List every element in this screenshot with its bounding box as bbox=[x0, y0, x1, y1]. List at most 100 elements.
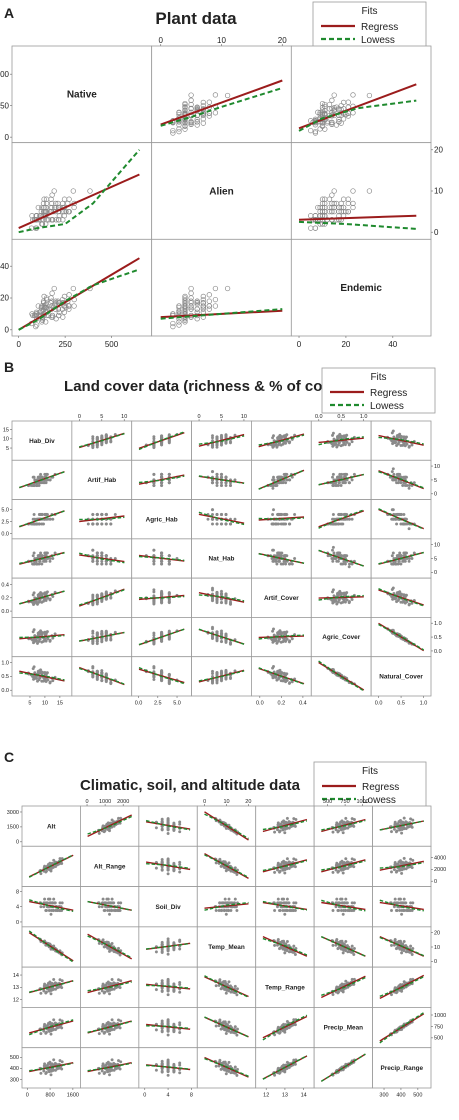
data-point bbox=[215, 513, 219, 517]
data-point bbox=[343, 513, 347, 517]
data-point bbox=[276, 639, 280, 643]
data-point bbox=[33, 309, 40, 315]
tick-label-left: 10 bbox=[3, 437, 9, 443]
cell-agric_cover-hab_div bbox=[11, 617, 73, 658]
tick-label-right: 5 bbox=[434, 556, 437, 562]
data-point bbox=[176, 322, 182, 328]
data-point bbox=[176, 122, 182, 128]
data-point bbox=[152, 675, 156, 679]
data-point bbox=[407, 483, 411, 487]
data-point bbox=[287, 522, 291, 526]
data-point bbox=[276, 443, 280, 447]
data-point bbox=[352, 858, 356, 862]
tick-label-top: 5 bbox=[220, 414, 223, 420]
data-point bbox=[344, 940, 348, 944]
data-point bbox=[394, 830, 398, 834]
data-point bbox=[91, 641, 95, 645]
tick-label-bottom: 500 bbox=[105, 340, 119, 349]
data-point bbox=[40, 522, 44, 526]
tick-label-right: 0 bbox=[434, 492, 437, 498]
data-point bbox=[284, 522, 288, 526]
data-point bbox=[277, 830, 281, 834]
data-point bbox=[39, 204, 45, 211]
data-point bbox=[395, 472, 399, 476]
data-point bbox=[322, 208, 328, 215]
cell-artif_hab-artif_hab: Artif_Hab bbox=[71, 459, 133, 500]
data-point bbox=[399, 522, 403, 526]
data-point bbox=[66, 306, 72, 312]
tick-label-bottom: 0.0 bbox=[256, 701, 264, 707]
data-point bbox=[48, 517, 52, 521]
data-point bbox=[31, 554, 35, 558]
data-point bbox=[345, 901, 349, 905]
legend-lowess-label: Lowess bbox=[370, 401, 404, 412]
data-point bbox=[271, 548, 275, 552]
cell-agric_cover-agric_cover: Agric_Cover bbox=[310, 617, 372, 658]
data-point bbox=[326, 204, 333, 211]
data-point bbox=[341, 951, 345, 955]
data-point bbox=[210, 680, 214, 684]
data-point bbox=[342, 598, 346, 602]
data-point bbox=[87, 188, 93, 194]
data-point bbox=[402, 856, 406, 860]
data-point bbox=[331, 870, 335, 874]
data-point bbox=[66, 292, 72, 298]
data-point bbox=[342, 440, 346, 444]
cell-agric_hab-natural_cover bbox=[370, 499, 432, 540]
data-point bbox=[160, 443, 164, 447]
data-point bbox=[43, 637, 47, 641]
data-point bbox=[326, 196, 333, 202]
cell-alt-temp_mean bbox=[196, 805, 257, 847]
data-point bbox=[160, 562, 164, 566]
data-point bbox=[294, 901, 298, 905]
data-point bbox=[110, 818, 114, 822]
data-point bbox=[350, 204, 356, 211]
data-point bbox=[275, 445, 279, 449]
data-point bbox=[182, 123, 188, 129]
data-point bbox=[210, 625, 214, 629]
data-point bbox=[91, 629, 95, 633]
data-point bbox=[215, 522, 219, 526]
cell-alt_range-precip_range bbox=[372, 845, 432, 887]
data-point bbox=[283, 472, 287, 476]
data-point bbox=[188, 121, 194, 127]
tick-label-left: 20 bbox=[0, 294, 9, 303]
data-point bbox=[152, 588, 156, 592]
data-point bbox=[71, 204, 77, 211]
data-point bbox=[51, 909, 55, 913]
data-point bbox=[228, 602, 232, 606]
data-point bbox=[95, 554, 99, 558]
data-point bbox=[48, 478, 52, 482]
data-point bbox=[166, 952, 170, 956]
data-point bbox=[412, 481, 416, 485]
data-point bbox=[47, 909, 51, 913]
data-point bbox=[104, 513, 108, 517]
data-point bbox=[176, 319, 182, 325]
data-point bbox=[319, 111, 326, 117]
data-point bbox=[40, 631, 44, 635]
panel-a: A Plant data FitsRegressLowessNativeAlienE… bbox=[0, 1, 443, 349]
data-point bbox=[312, 213, 319, 219]
data-point bbox=[350, 478, 354, 482]
data-point bbox=[160, 472, 164, 476]
data-point bbox=[330, 475, 334, 479]
data-point bbox=[160, 828, 164, 832]
cell-temp_mean-soil_div bbox=[138, 926, 198, 968]
tick-label-bottom: 0.0 bbox=[135, 701, 143, 707]
data-point bbox=[407, 603, 411, 607]
data-point bbox=[400, 831, 404, 835]
data-point bbox=[40, 475, 44, 479]
data-point bbox=[396, 562, 400, 566]
data-point bbox=[282, 637, 286, 641]
data-point bbox=[53, 300, 59, 306]
data-point bbox=[49, 912, 53, 916]
data-point bbox=[391, 597, 395, 601]
data-point bbox=[271, 508, 275, 512]
data-point bbox=[331, 588, 335, 592]
data-point bbox=[344, 816, 348, 820]
data-point bbox=[182, 304, 188, 311]
data-point bbox=[341, 831, 345, 835]
data-point bbox=[178, 870, 182, 874]
cell-natural_cover-natural_cover: Natural_Cover bbox=[370, 656, 432, 697]
data-point bbox=[317, 221, 323, 227]
